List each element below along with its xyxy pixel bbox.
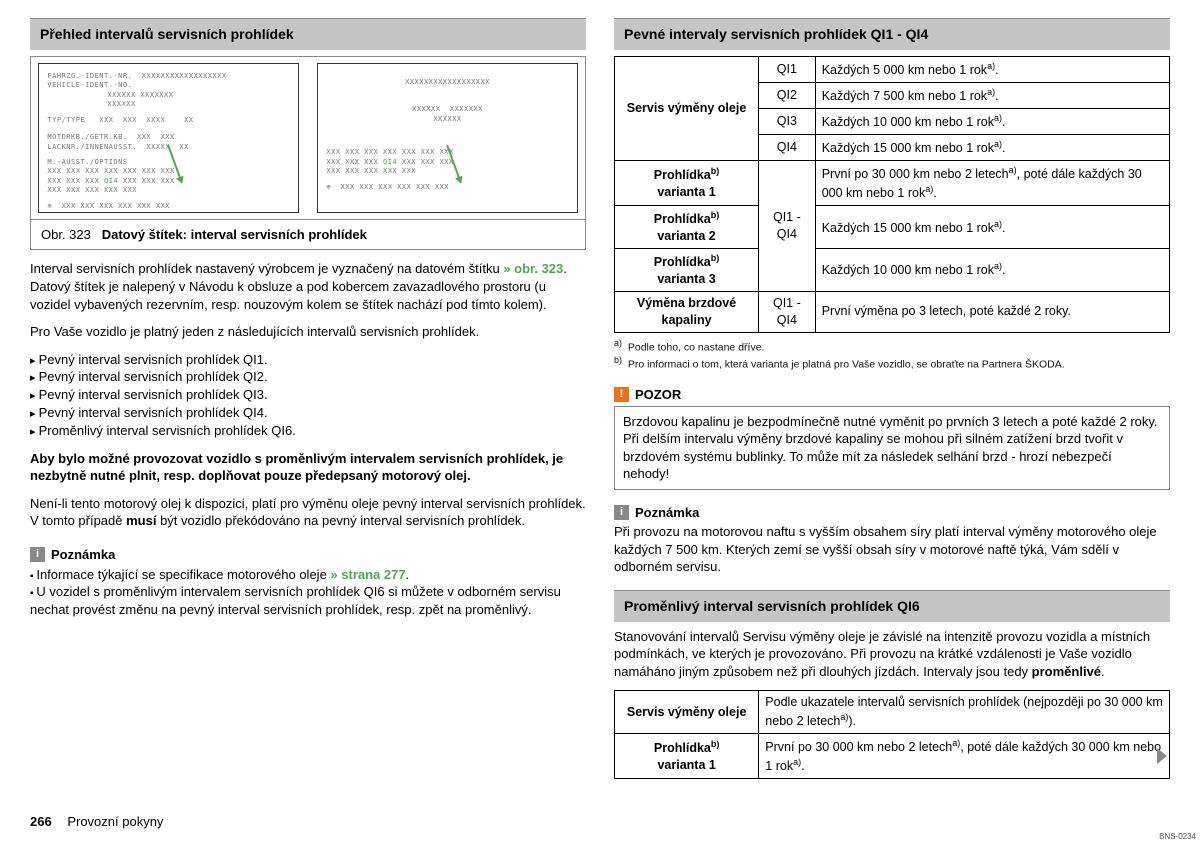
cell: Prohlídkab)varianta 1 — [615, 161, 759, 206]
cell-oil-service: Servis výměny oleje — [615, 56, 759, 160]
left-section-header: Přehled intervalů servisních prohlídek — [30, 18, 586, 50]
right-section-header-1: Pevné intervaly servisních prohlídek QI1… — [614, 18, 1170, 50]
footnote-a: a) Podle toho, co nastane dříve. — [614, 337, 1170, 355]
page-footer: 266 Provozní pokyny — [30, 813, 163, 831]
list-item: Pevný interval servisních prohlídek QI2. — [30, 368, 586, 386]
cell: Prohlídkab)varianta 2 — [615, 206, 759, 249]
list-item: Pevný interval servisních prohlídek QI4. — [30, 404, 586, 422]
list-item: Pevný interval servisních prohlídek QI3. — [30, 386, 586, 404]
service-table-variable: Servis výměny oleje Podle ukazatele inte… — [614, 690, 1170, 779]
paragraph-3: Není-li tento motorový olej k dispozici,… — [30, 495, 586, 530]
note-list: Informace týkající se specifikace motoro… — [30, 566, 586, 619]
right-column: Pevné intervaly servisních prohlídek QI1… — [614, 18, 1170, 835]
cell: QI3 — [759, 108, 816, 134]
paragraph-1: Interval servisních prohlídek nastavený … — [30, 260, 586, 313]
figure-id: BNS-0234 — [1159, 832, 1196, 843]
service-table-fixed: Servis výměny oleje QI1 Každých 5 000 km… — [614, 56, 1170, 333]
list-item: Pevný interval servisních prohlídek QI1. — [30, 351, 586, 369]
para3-bold: musí — [126, 513, 156, 528]
cell: Každých 5 000 km nebo 1 roka). — [815, 56, 1169, 82]
page-title: Provozní pokyny — [67, 814, 163, 829]
note-label-2: Poznámka — [635, 504, 699, 522]
cell: První po 30 000 km nebo 2 letecha), poté… — [815, 161, 1169, 206]
figure-323: FAHRZG.-IDENT.-NR. XXXXXXXXXXXXXXXXXX VE… — [30, 56, 586, 220]
warning-label: POZOR — [635, 386, 681, 404]
data-label-left: FAHRZG.-IDENT.-NR. XXXXXXXXXXXXXXXXXX VE… — [38, 63, 298, 213]
warning-box: Brzdovou kapalinu je bezpodmínečně nutné… — [614, 406, 1170, 490]
data-label-right: XXXXXXXXXXXXXXXXXX XXXXXX XXXXXXX XXXXXX… — [317, 63, 577, 213]
figure-number: Obr. 323 — [41, 227, 91, 242]
note-a1: Informace týkající se specifikace motoro… — [36, 567, 330, 582]
ref-obr-323: » obr. 323 — [503, 261, 563, 276]
bold-paragraph: Aby bylo možné provozovat vozidlo s prom… — [30, 450, 586, 485]
figure-caption: Obr. 323 Datový štítek: interval servisn… — [30, 220, 586, 251]
list-item: Proměnlivý interval servisních prohlídek… — [30, 422, 586, 440]
info-icon: i — [614, 505, 629, 520]
qi6-paragraph: Stanovování intervalů Servisu výměny ole… — [614, 628, 1170, 681]
cell: Každých 10 000 km nebo 1 roka). — [815, 248, 1169, 291]
list-item: Informace týkající se specifikace motoro… — [30, 566, 586, 584]
right-section-header-2: Proměnlivý interval servisních prohlídek… — [614, 590, 1170, 622]
cell: Každých 7 500 km nebo 1 roka). — [815, 82, 1169, 108]
note-label: Poznámka — [51, 546, 115, 564]
left-column: Přehled intervalů servisních prohlídek F… — [30, 18, 586, 835]
qi6-para-bold: proměnlivé — [1032, 664, 1101, 679]
cell: První po 30 000 km nebo 2 letecha), poté… — [759, 734, 1170, 779]
cell: Servis výměny oleje — [615, 691, 759, 734]
page-number: 266 — [30, 814, 52, 829]
cell: Každých 15 000 km nebo 1 roka). — [815, 206, 1169, 249]
note-header-2: i Poznámka — [614, 504, 1170, 522]
cell: QI4 — [759, 134, 816, 160]
cell: Výměna brzdové kapaliny — [615, 291, 759, 332]
note-a2: . — [406, 567, 410, 582]
cell: QI2 — [759, 82, 816, 108]
continuation-icon — [1157, 748, 1167, 764]
list-item: U vozidel s proměnlivým intervalem servi… — [30, 583, 586, 618]
cell: QI1 — [759, 56, 816, 82]
cell: Každých 15 000 km nebo 1 roka). — [815, 134, 1169, 160]
para3-b: být vozidlo překódováno na pevný interva… — [156, 513, 525, 528]
footnote-b: b) Pro informaci o tom, která varianta j… — [614, 354, 1170, 372]
warning-icon: ! — [614, 387, 629, 402]
ref-strana-277: » strana 277 — [330, 567, 405, 582]
cell: První výměna po 3 letech, poté každé 2 r… — [815, 291, 1169, 332]
warning-header: ! POZOR — [614, 386, 1170, 404]
info-icon: i — [30, 547, 45, 562]
note-text-2: Při provozu na motorovou naftu s vyšším … — [614, 523, 1170, 576]
cell: QI1 - QI4 — [759, 291, 816, 332]
footnotes: a) Podle toho, co nastane dříve. b) Pro … — [614, 337, 1170, 372]
interval-list: Pevný interval servisních prohlídek QI1.… — [30, 351, 586, 440]
cell: Prohlídkab)varianta 3 — [615, 248, 759, 291]
cell: Každých 10 000 km nebo 1 roka). — [815, 108, 1169, 134]
para1-a: Interval servisních prohlídek nastavený … — [30, 261, 503, 276]
paragraph-2: Pro Vaše vozidlo je platný jeden z násle… — [30, 323, 586, 341]
note-header: i Poznámka — [30, 546, 586, 564]
cell: Podle ukazatele intervalů servisních pro… — [759, 691, 1170, 734]
cell: QI1 - QI4 — [759, 161, 816, 292]
cell: Prohlídkab)varianta 1 — [615, 734, 759, 779]
figure-caption-text: Datový štítek: interval servisních prohl… — [102, 227, 367, 242]
